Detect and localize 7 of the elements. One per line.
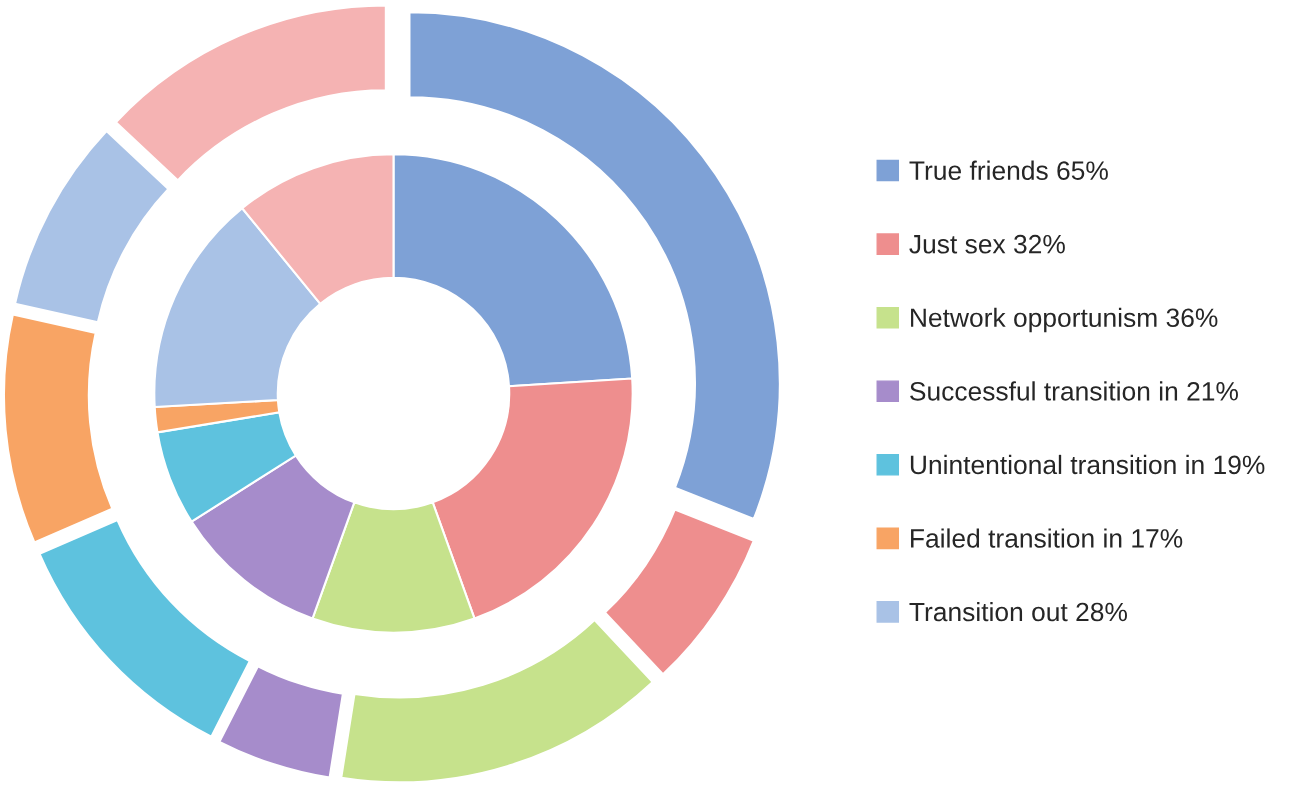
- legend-label: Unintentional transition in 19%: [910, 454, 1265, 475]
- legend-label: Just sex 32%: [909, 234, 1065, 254]
- legend-label: Failed transition in 17%: [911, 528, 1183, 548]
- legend-label: True friends 65%: [909, 160, 1108, 180]
- legend-label: Successful transition in 21%: [910, 381, 1238, 401]
- legend-label: Transition out 28%: [909, 601, 1127, 622]
- legend-label: Network opportunism 36%: [911, 307, 1218, 333]
